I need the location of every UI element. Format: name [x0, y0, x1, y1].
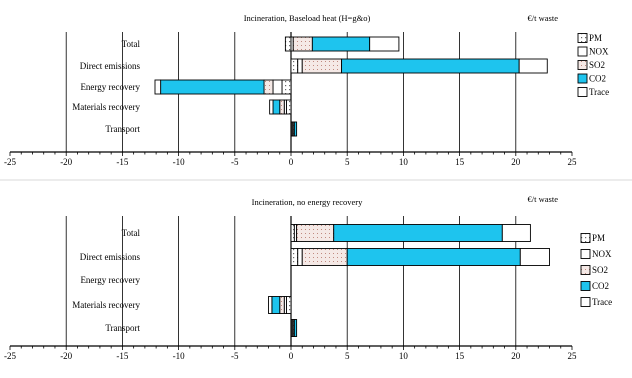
bar-co2 [311, 36, 371, 52]
bar-trace [501, 224, 531, 242]
legend-label: PM [592, 233, 605, 243]
legend-swatch-pm [580, 233, 591, 243]
legend-swatch-so2 [577, 60, 588, 70]
chart-panel-1: -25 -20 -15 -10 -5 0 5 10 15 20 25 Incineration, Ba… [4, 13, 609, 167]
x-tick-label: -25 [4, 351, 16, 361]
legend-swatch-nox [580, 249, 591, 259]
bar-trace [269, 99, 274, 115]
bar-trace [369, 36, 400, 52]
x-tick-label: 20 [511, 157, 521, 167]
bar-nox [297, 248, 303, 266]
bar-so2 [301, 58, 343, 74]
bar-trace [519, 248, 550, 266]
category-label: Direct emissions [80, 61, 141, 71]
x-tick-label: 10 [399, 351, 409, 361]
legend-swatch-nox [577, 46, 588, 57]
bar-pm [290, 248, 299, 266]
bar-nox [272, 79, 283, 95]
legend-swatch-trace [577, 87, 588, 97]
legend-swatch-trace [580, 297, 591, 307]
chart-title: Incineration, no energy recovery [252, 197, 364, 207]
x-tick-label: 15 [455, 157, 465, 167]
bar-co2 [272, 99, 281, 115]
bar-trace [518, 58, 548, 74]
legend-swatch-co2 [580, 281, 591, 291]
legend-label: SO2 [589, 60, 605, 70]
bar-pm [284, 36, 292, 52]
legend-label: PM [589, 33, 602, 43]
category-label: Materials recovery [72, 102, 140, 112]
bar-co2 [271, 296, 281, 314]
x-tick-label: 20 [511, 351, 521, 361]
legend: PM NOX SO2 CO2 Trace [577, 33, 609, 97]
legend-label: CO2 [589, 74, 606, 84]
chart-title: Incineration, Baseload heat (H=g&o) [244, 13, 371, 23]
chart-panel-2: -25 -20 -15 -10 -5 0 5 10 15 20 25 Incineration, no… [4, 194, 612, 361]
bar-nox [297, 58, 303, 74]
bar-co2 [293, 121, 298, 137]
bar-co2 [346, 248, 521, 266]
x-tick-label: 5 [345, 351, 350, 361]
bar-co2 [293, 319, 298, 337]
x-tick-label: -15 [116, 157, 128, 167]
x-tick-label: -5 [231, 351, 239, 361]
x-tick-label: 0 [289, 157, 294, 167]
legend-label: NOX [592, 249, 612, 259]
x-tick-label: 10 [399, 157, 409, 167]
bar-so2 [296, 224, 335, 242]
category-label: Energy recovery [80, 275, 140, 285]
category-label: Energy recovery [80, 82, 140, 92]
category-label: Total [122, 39, 141, 49]
unit-label: €/t waste [528, 13, 559, 23]
bar-so2 [292, 36, 313, 52]
bar-so2 [279, 296, 285, 314]
x-tick-label: 15 [455, 351, 465, 361]
x-tick-label: -15 [116, 351, 128, 361]
category-label: Transport [105, 323, 140, 333]
bar-co2 [341, 58, 520, 74]
legend: PM NOX SO2 CO2 Trace [580, 233, 612, 307]
x-tick-label: -10 [173, 157, 185, 167]
x-tick-label: 25 [568, 157, 578, 167]
bar-pm [286, 296, 292, 314]
bar-so2 [301, 248, 348, 266]
legend-label: SO2 [592, 265, 608, 275]
x-tick-label: -10 [173, 351, 185, 361]
bar-trace [154, 79, 162, 95]
category-label: Transport [105, 124, 140, 134]
bar-so2 [279, 99, 285, 115]
legend-label: CO2 [592, 281, 609, 291]
x-tick-label: -20 [60, 351, 72, 361]
legend-swatch-so2 [580, 265, 591, 275]
bar-pm [290, 58, 299, 74]
category-label: Materials recovery [72, 300, 140, 310]
legend-label: Trace [589, 87, 609, 97]
x-tick-label: -20 [60, 157, 72, 167]
unit-label: €/t waste [528, 194, 559, 204]
bar-so2 [263, 79, 274, 95]
bar-trace [268, 296, 273, 314]
x-tick-label: 25 [568, 351, 578, 361]
x-tick-label: -5 [231, 157, 239, 167]
legend-label: Trace [592, 297, 612, 307]
legend-swatch-pm [577, 33, 588, 43]
bar-co2 [333, 224, 503, 242]
x-tick-label: 5 [345, 157, 350, 167]
legend-label: NOX [589, 47, 609, 57]
category-label: Direct emissions [80, 252, 141, 262]
bar-pm [281, 79, 292, 95]
bar-pm [290, 224, 295, 242]
legend-swatch-co2 [577, 73, 588, 84]
bar-pm [286, 99, 292, 115]
x-tick-label: -25 [4, 157, 16, 167]
bar-co2 [160, 79, 265, 95]
category-label: Total [122, 228, 141, 238]
x-tick-label: 0 [289, 351, 294, 361]
